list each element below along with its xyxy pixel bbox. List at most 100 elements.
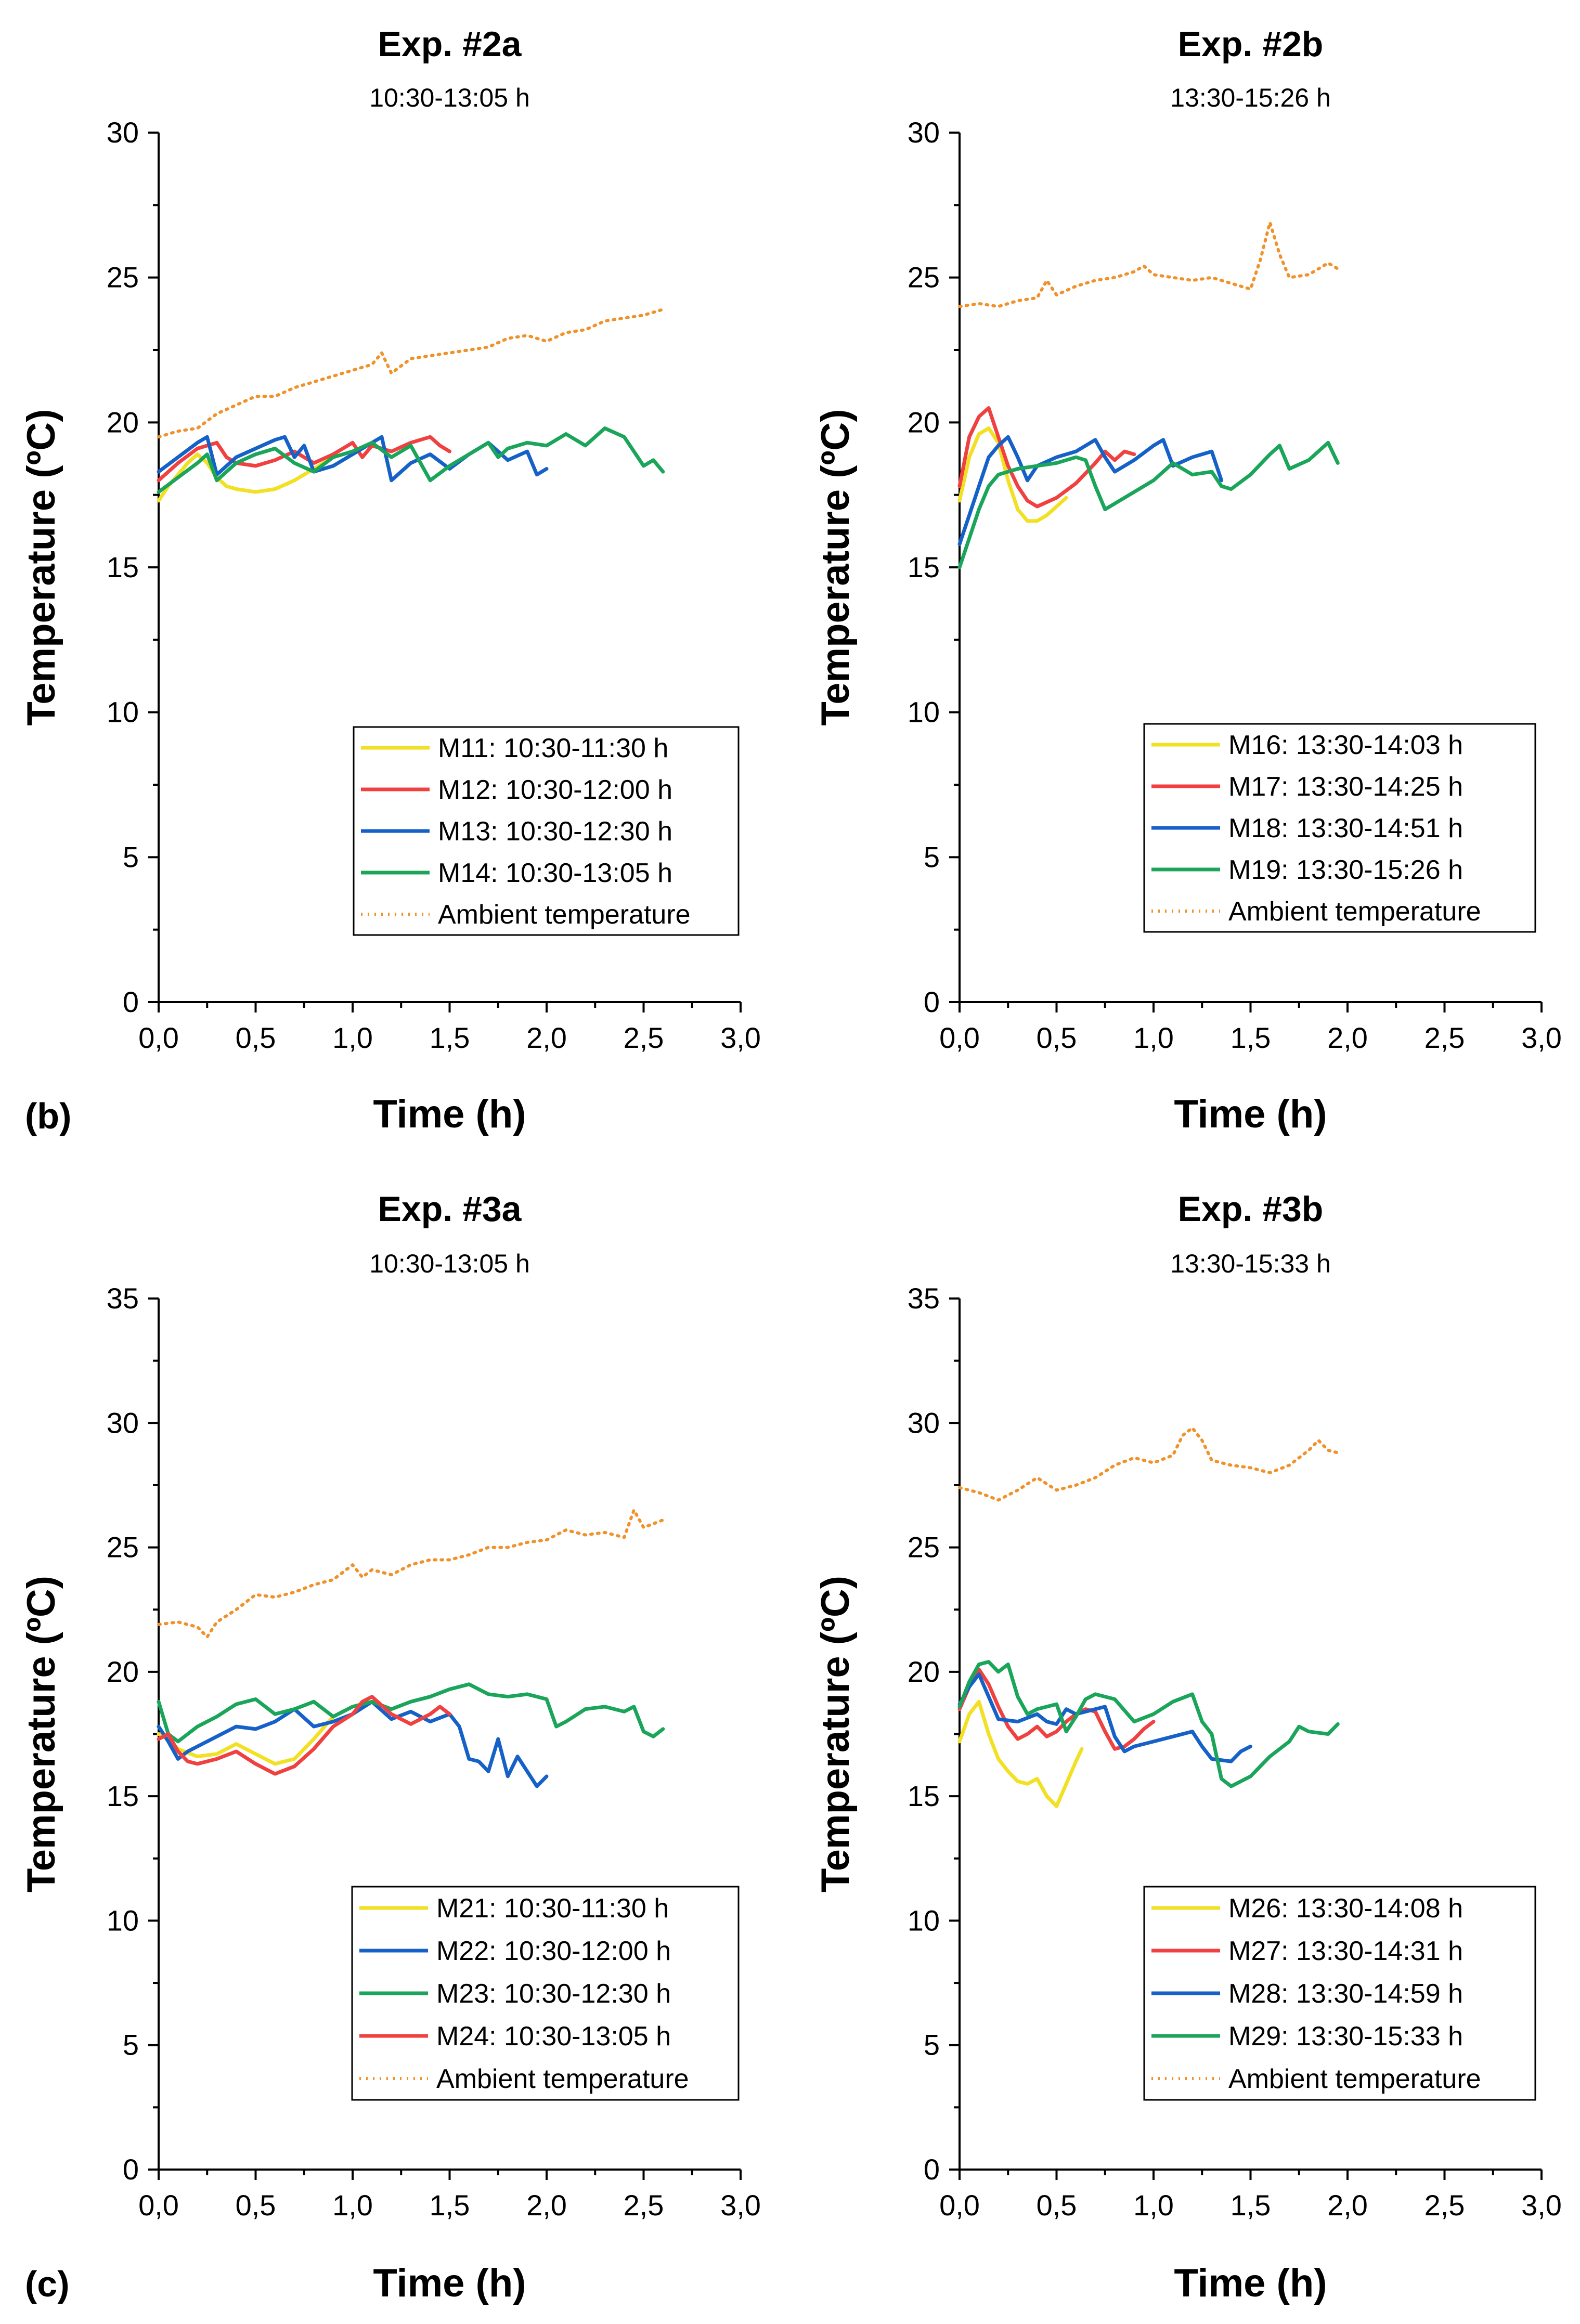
y-tick-label: 5 <box>123 840 139 873</box>
x-tick-label: 2,0 <box>1327 1021 1368 1054</box>
y-tick-label: 20 <box>107 406 139 438</box>
y-tick-label: 30 <box>107 1406 139 1439</box>
series-line-m1 <box>157 1699 549 1788</box>
y-tick-label: 0 <box>123 2153 139 2186</box>
legend-box <box>1143 1886 1536 2101</box>
y-tick-label: 30 <box>908 1406 940 1439</box>
series-line-m3 <box>957 440 1340 569</box>
x-tick-label: 3,0 <box>720 1021 761 1054</box>
series-line-ambient <box>958 220 1340 308</box>
chart-subtitle: 10:30-13:05 h <box>369 1249 530 1278</box>
legend-entry: M11: 10:30-11:30 h <box>438 733 668 763</box>
x-tick-label: 0,0 <box>138 1021 179 1054</box>
x-tick-label: 1,0 <box>1133 2189 1174 2222</box>
x-tick-label: 2,5 <box>624 2189 664 2222</box>
panel-label-b: (b) <box>25 1096 71 1136</box>
series-line-m3 <box>157 1695 451 1776</box>
y-tick-label: 0 <box>924 985 940 1018</box>
y-tick-label: 35 <box>908 1282 940 1315</box>
x-axis-title: Time (h) <box>1174 2261 1327 2305</box>
legend-entry: M14: 10:30-13:05 h <box>438 858 672 888</box>
x-tick-label: 0,5 <box>236 2189 276 2222</box>
x-tick-label: 3,0 <box>1521 1021 1562 1054</box>
legend-entry: M22: 10:30-12:00 h <box>436 1936 671 1966</box>
chart-title: Exp. #3b <box>1178 1189 1324 1229</box>
legend-entry: M28: 13:30-14:59 h <box>1228 1979 1463 2009</box>
y-axis-title: Temperature (ºC) <box>813 1576 858 1892</box>
x-tick-label: 0,0 <box>138 2189 179 2222</box>
x-tick-label: 3,0 <box>720 2189 761 2222</box>
y-tick-label: 0 <box>123 985 139 1018</box>
y-tick-label: 30 <box>107 116 139 149</box>
x-axis-title: Time (h) <box>1174 1092 1327 1136</box>
panel-label-c: (c) <box>25 2264 70 2304</box>
chart-title: Exp. #2b <box>1178 24 1324 64</box>
series-line-m1 <box>157 435 451 483</box>
legend-entry: Ambient temperature <box>438 900 691 930</box>
series-line-m2 <box>957 1672 1252 1763</box>
y-tick-label: 15 <box>908 551 940 583</box>
x-tick-label: 1,5 <box>430 1021 470 1054</box>
series-line-ambient <box>157 308 665 439</box>
chart-title: Exp. #3a <box>378 1189 522 1229</box>
y-tick-label: 20 <box>107 1655 139 1688</box>
legend-entry: M17: 13:30-14:25 h <box>1228 772 1463 802</box>
series-line-m0 <box>157 449 355 503</box>
y-axis-title: Temperature (ºC) <box>19 1576 63 1892</box>
y-tick-label: 15 <box>107 1780 139 1812</box>
y-tick-label: 10 <box>908 1904 940 1937</box>
legend-entry: M19: 13:30-15:26 h <box>1228 855 1463 885</box>
legend-entry: M13: 10:30-12:30 h <box>438 816 672 847</box>
chart-subtitle: 10:30-13:05 h <box>369 83 530 112</box>
x-tick-label: 2,5 <box>1424 2189 1465 2222</box>
series-line-ambient <box>157 1508 665 1639</box>
y-axis-title: Temperature (ºC) <box>813 409 858 725</box>
y-tick-label: 10 <box>107 1904 139 1937</box>
x-tick-label: 2,5 <box>624 1021 664 1054</box>
legend-entry: M26: 13:30-14:08 h <box>1228 1893 1463 1924</box>
x-tick-label: 0,0 <box>939 1021 980 1054</box>
legend-entry: Ambient temperature <box>436 2064 689 2094</box>
x-axis-title: Time (h) <box>373 1092 526 1136</box>
series-line-m2 <box>957 435 1224 546</box>
legend-entry: M23: 10:30-12:30 h <box>436 1979 671 2009</box>
series-line-m3 <box>957 1660 1340 1788</box>
y-tick-label: 5 <box>123 2029 139 2061</box>
series-line-m3 <box>157 426 665 494</box>
x-tick-label: 2,0 <box>1327 2189 1368 2222</box>
x-tick-label: 2,0 <box>526 1021 567 1054</box>
y-tick-label: 25 <box>107 261 139 294</box>
y-tick-label: 25 <box>908 261 940 294</box>
y-tick-label: 5 <box>924 2029 940 2061</box>
x-tick-label: 1,0 <box>332 2189 373 2222</box>
legend-entry: M29: 13:30-15:33 h <box>1228 2021 1463 2052</box>
chart-subtitle: 13:30-15:33 h <box>1170 1249 1331 1278</box>
y-tick-label: 15 <box>107 551 139 583</box>
x-tick-label: 3,0 <box>1521 2189 1562 2222</box>
chart-subtitle: 13:30-15:26 h <box>1170 83 1331 112</box>
x-tick-label: 2,0 <box>526 2189 567 2222</box>
legend-entry: M18: 13:30-14:51 h <box>1228 813 1463 843</box>
y-tick-label: 0 <box>924 2153 940 2186</box>
legend-entry: M21: 10:30-11:30 h <box>436 1893 669 1924</box>
x-tick-label: 2,5 <box>1424 1021 1465 1054</box>
x-tick-label: 1,0 <box>1133 1021 1174 1054</box>
x-tick-label: 1,0 <box>332 1021 373 1054</box>
y-axis-title: Temperature (ºC) <box>19 409 63 725</box>
series-line-m2 <box>157 1682 665 1744</box>
x-tick-label: 1,5 <box>1231 2189 1271 2222</box>
series-line-m1 <box>957 406 1136 509</box>
chart-exp-3b: Exp. #3b 13:30-15:33 h 0,0 0,5 1,0 1,5 2,0 2,5 3… <box>813 1189 1562 2305</box>
x-tick-label: 0,5 <box>1037 2189 1077 2222</box>
legend-entry: M16: 13:30-14:03 h <box>1228 730 1463 760</box>
x-tick-label: 1,5 <box>1231 1021 1271 1054</box>
y-tick-label: 15 <box>908 1780 940 1812</box>
legend-entry: Ambient temperature <box>1228 897 1481 927</box>
chart-exp-3a: Exp. #3a 10:30-13:05 h 0,0 0,5 1,0 1,5 2,0 2,5 3… <box>19 1189 761 2305</box>
x-tick-label: 0,0 <box>939 2189 980 2222</box>
legend-entry: M24: 10:30-13:05 h <box>436 2021 671 2052</box>
y-tick-label: 20 <box>908 1655 940 1688</box>
chart-title: Exp. #2a <box>378 24 522 64</box>
y-tick-label: 20 <box>908 406 940 438</box>
